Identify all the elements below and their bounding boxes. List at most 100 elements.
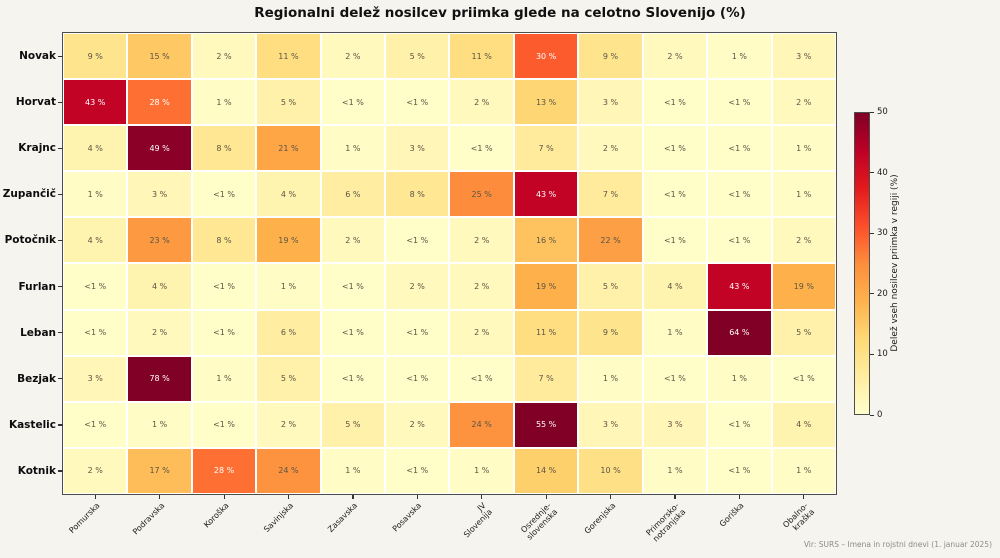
- heatmap-plot-area: 9 % 15 % 2 % 11 % 2 % 5 % 11 % 30 % 9 % 2 % 1 % 3 %…: [62, 32, 837, 495]
- heatmap-cell: 23 %: [127, 217, 192, 264]
- column-label: Goriška: [718, 501, 746, 529]
- heatmap-cell: 4 %: [127, 263, 192, 310]
- heatmap-cell: 16 %: [513, 217, 579, 264]
- heatmap-cell: 1 %: [707, 33, 772, 80]
- heatmap-cell: 11 %: [449, 33, 514, 80]
- heatmap-cell: 1 %: [578, 355, 643, 402]
- heatmap-cell: 4 %: [256, 171, 321, 218]
- heatmap-cell: 2 %: [127, 309, 192, 356]
- heatmap-cell: <1 %: [385, 79, 450, 126]
- heatmap-cell: 64 %: [707, 309, 772, 356]
- heatmap-cell: <1 %: [707, 125, 772, 172]
- heatmap-cell: <1 %: [191, 263, 257, 310]
- heatmap-cell: 2 %: [385, 263, 450, 310]
- heatmap-cell: 8 %: [191, 125, 257, 172]
- heatmap-cell: 1 %: [320, 125, 386, 172]
- column-label: Gorenjska: [582, 501, 617, 536]
- heatmap-cell: 5 %: [385, 33, 450, 80]
- colorbar-tick: [870, 414, 874, 416]
- heatmap-cell: 3 %: [63, 355, 128, 402]
- heatmap-cell: 4 %: [63, 125, 128, 172]
- x-axis-tick: [159, 495, 161, 499]
- heatmap-cell: <1 %: [642, 79, 708, 126]
- heatmap-cell: 11 %: [256, 33, 321, 80]
- column-label: Koroška: [201, 501, 231, 530]
- colorbar-tick-label: 10: [877, 349, 888, 360]
- heatmap-cell: 2 %: [63, 447, 128, 494]
- heatmap-cell: 5 %: [771, 309, 836, 356]
- heatmap-cell: 1 %: [642, 309, 708, 356]
- y-axis-tick: [58, 470, 63, 472]
- column-label: Zasavska: [326, 501, 360, 535]
- row-label: Kastelic: [8, 418, 56, 431]
- heatmap-cell: 21 %: [256, 125, 321, 172]
- heatmap-cell: 15 %: [127, 33, 192, 80]
- row-label: Kotnik: [17, 464, 56, 477]
- x-axis-tick: [481, 495, 483, 499]
- heatmap-cell: <1 %: [385, 355, 450, 402]
- x-axis-tick: [287, 495, 290, 499]
- heatmap-cell: 4 %: [63, 217, 128, 264]
- x-axis-tick: [94, 495, 96, 499]
- heatmap-cell: <1 %: [320, 355, 386, 402]
- y-axis-tick: [58, 193, 63, 196]
- heatmap-cell: 2 %: [578, 125, 643, 172]
- heatmap-cell: <1 %: [707, 171, 772, 218]
- heatmap-cell: 5 %: [256, 79, 321, 126]
- heatmap-cell: <1 %: [642, 125, 708, 172]
- heatmap-cell: 19 %: [256, 217, 321, 264]
- heatmap-cell: <1 %: [385, 309, 450, 356]
- heatmap-cell: 6 %: [256, 309, 321, 356]
- heatmap-cell: 1 %: [771, 447, 836, 494]
- y-axis-tick: [58, 55, 63, 57]
- column-label: JV Slovenija: [462, 501, 495, 540]
- colorbar-tick: [870, 111, 874, 113]
- heatmap-cell: 2 %: [449, 79, 514, 126]
- heatmap-cell: <1 %: [320, 79, 386, 126]
- heatmap-cell: 14 %: [513, 447, 579, 494]
- heatmap-cell: 28 %: [191, 447, 257, 494]
- x-axis-tick: [416, 495, 418, 499]
- x-axis-tick: [545, 495, 547, 499]
- colorbar-tick-label: 50: [877, 107, 888, 117]
- heatmap-cell: 19 %: [513, 263, 579, 310]
- row-label: Potočnik: [4, 234, 56, 247]
- row-label: Bezjak: [17, 372, 56, 385]
- heatmap-cell: 3 %: [578, 401, 643, 448]
- row-label: Horvat: [15, 96, 56, 109]
- colorbar-tick-label: 20: [877, 288, 888, 299]
- heatmap-cell: 1 %: [191, 355, 257, 402]
- heatmap-cell: 9 %: [63, 33, 128, 80]
- row-label: Novak: [19, 50, 56, 63]
- colorbar-tick: [870, 353, 874, 356]
- heatmap-cell: 10 %: [578, 447, 643, 494]
- heatmap-cell: 2 %: [256, 401, 321, 448]
- heatmap-cell: 1 %: [256, 263, 321, 310]
- y-axis-tick: [58, 424, 63, 426]
- heatmap-cell: 25 %: [449, 171, 514, 218]
- heatmap-cell: <1 %: [707, 447, 772, 494]
- heatmap-cell: 1 %: [63, 171, 128, 218]
- row-label: Leban: [20, 326, 56, 339]
- heatmap-cell: 3 %: [385, 125, 450, 172]
- heatmap-grid: 9 % 15 % 2 % 11 % 2 % 5 % 11 % 30 % 9 % 2 % 1 % 3 %…: [63, 33, 836, 494]
- colorbar-gradient: [855, 113, 869, 414]
- heatmap-cell: 3 %: [578, 79, 643, 126]
- y-axis-tick: [58, 286, 63, 288]
- heatmap-cell: 2 %: [320, 33, 386, 80]
- heatmap-cell: 4 %: [771, 401, 836, 448]
- heatmap-cell: <1 %: [642, 171, 708, 218]
- colorbar-tick-label: 40: [877, 167, 888, 178]
- heatmap-cell: 7 %: [513, 125, 579, 172]
- heatmap-cell: 55 %: [513, 401, 579, 448]
- heatmap-cell: 8 %: [385, 171, 450, 218]
- heatmap-cell: 22 %: [578, 217, 643, 264]
- heatmap-cell: 24 %: [449, 401, 514, 448]
- heatmap-cell: 9 %: [578, 309, 643, 356]
- heatmap-cell: 1 %: [320, 447, 386, 494]
- heatmap-cell: 7 %: [513, 355, 579, 402]
- column-label: Obalno- kraška: [781, 501, 817, 533]
- heatmap-cell: <1 %: [771, 355, 836, 402]
- heatmap-cell: 7 %: [578, 171, 643, 218]
